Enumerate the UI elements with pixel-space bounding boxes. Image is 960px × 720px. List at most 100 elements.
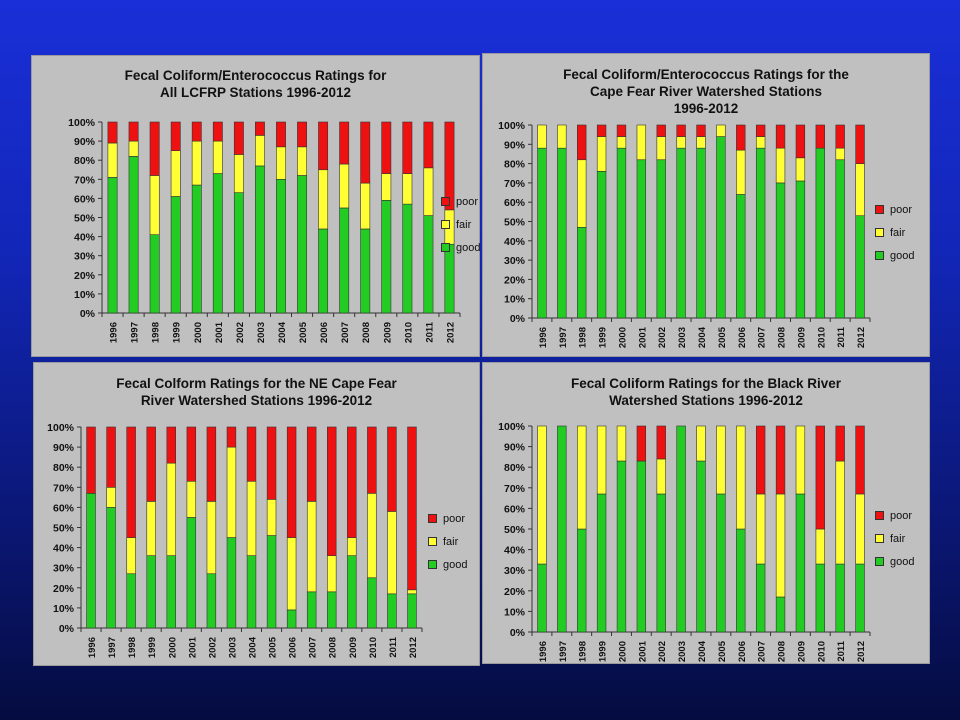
- bar-segment-good: [577, 528, 587, 633]
- x-tick-label: 2008: [777, 327, 788, 348]
- y-tick-label: 90%: [74, 136, 96, 148]
- bar-segment-poor: [367, 426, 377, 494]
- bar-segment-good: [347, 555, 357, 629]
- bar-segment-poor: [170, 121, 181, 151]
- bar-segment-good: [318, 228, 329, 314]
- legend-item-poor: poor: [441, 190, 480, 213]
- x-tick-label: 2010: [368, 637, 379, 658]
- bar-segment-fair: [795, 157, 806, 182]
- bar-segment-good: [835, 159, 845, 319]
- legend-label: fair: [456, 218, 472, 231]
- y-tick-label: 30%: [504, 565, 526, 577]
- legend-item-good: good: [875, 550, 914, 573]
- x-tick-label: 2001: [214, 321, 225, 343]
- stacked-bar-chart: 0% 10% 20% 30% 40% 50% 60% 70% 80% 90% 100% 1996 199…: [47, 422, 423, 658]
- bar-segment-poor: [149, 121, 160, 176]
- bar-segment-good: [755, 563, 766, 633]
- y-tick-label: 10%: [504, 606, 526, 618]
- bar-segment-fair: [276, 146, 286, 180]
- bar-segment-good: [656, 159, 666, 319]
- bar-segment-good: [696, 147, 706, 319]
- y-tick-label: 100%: [47, 422, 75, 434]
- legend-label: good: [443, 558, 468, 571]
- y-tick-label: 40%: [74, 232, 96, 244]
- bar-segment-fair: [855, 163, 865, 217]
- x-tick-label: 2001: [637, 326, 648, 348]
- bar-segment-fair: [616, 425, 627, 462]
- bar-segment-poor: [206, 426, 217, 502]
- bar-segment-poor: [407, 426, 417, 591]
- stacked-bar-chart: 0% 10% 20% 30% 40% 50% 60% 70% 80% 90% 100% 1996 199…: [498, 421, 871, 662]
- y-tick-label: 70%: [74, 174, 96, 186]
- x-tick-label: 1998: [151, 322, 162, 343]
- legend-item-fair: fair: [441, 213, 480, 236]
- y-tick-label: 90%: [504, 442, 526, 454]
- x-tick-label: 1996: [87, 637, 98, 658]
- bar-segment-fair: [255, 135, 265, 167]
- x-tick-label: 2004: [277, 321, 288, 343]
- bar-segment-good: [736, 528, 746, 633]
- bar-segment-fair: [226, 446, 237, 538]
- bar-segment-good: [166, 555, 176, 629]
- bar-segment-good: [775, 596, 786, 633]
- legend-label: fair: [890, 226, 906, 239]
- x-tick-label: 2011: [836, 640, 847, 661]
- y-tick-label: 20%: [504, 586, 526, 598]
- bar-segment-good: [696, 460, 706, 633]
- bar-segment-fair: [716, 124, 726, 137]
- y-tick-label: 20%: [74, 270, 96, 282]
- bar-segment-poor: [815, 124, 825, 149]
- x-tick-label: 1999: [147, 637, 158, 658]
- bar-segment-good: [636, 159, 647, 319]
- bar-segment-fair: [835, 460, 845, 565]
- legend-label: poor: [456, 195, 479, 208]
- bar-segment-fair: [126, 537, 136, 575]
- bar-segment-good: [387, 593, 397, 629]
- bar-segment-fair: [402, 173, 413, 205]
- x-tick-label: 2000: [617, 327, 628, 348]
- legend-label: fair: [443, 535, 459, 548]
- y-tick-label: 10%: [504, 294, 526, 306]
- bar-segment-poor: [795, 124, 806, 159]
- bar-segment-good: [636, 460, 647, 633]
- y-tick-label: 40%: [504, 236, 526, 248]
- x-tick-label: 2005: [717, 640, 728, 662]
- x-tick-label: 2011: [836, 326, 847, 347]
- bar-segment-good: [306, 591, 317, 629]
- x-tick-label: 2010: [403, 322, 414, 343]
- bar-segment-poor: [339, 121, 350, 165]
- y-tick-label: 80%: [504, 159, 526, 171]
- bar-segment-fair: [327, 555, 337, 593]
- bar-segment-good: [233, 192, 244, 314]
- y-tick-label: 20%: [53, 583, 75, 595]
- bar-segment-poor: [775, 425, 786, 495]
- bar-segment-poor: [815, 425, 825, 530]
- bar-segment-good: [596, 171, 607, 319]
- y-tick-label: 10%: [74, 289, 96, 301]
- legend-label: poor: [443, 512, 466, 525]
- bar-segment-good: [795, 493, 806, 633]
- legend-label: good: [890, 555, 915, 568]
- bar-segment-poor: [656, 124, 666, 137]
- x-tick-label: 2000: [617, 641, 628, 662]
- bar-segment-poor: [636, 425, 647, 462]
- x-tick-label: 2007: [340, 322, 351, 343]
- x-tick-label: 1997: [558, 327, 569, 348]
- x-tick-label: 1999: [172, 322, 183, 343]
- x-tick-label: 2002: [207, 637, 218, 658]
- bar-segment-poor: [775, 124, 786, 149]
- x-tick-label: 2008: [328, 637, 339, 658]
- legend-item-poor: poor: [428, 507, 467, 530]
- bar-segment-fair: [212, 140, 223, 174]
- bar-segment-fair: [266, 499, 277, 536]
- x-tick-label: 2010: [816, 641, 827, 662]
- bar-segment-poor: [86, 426, 96, 494]
- bar-segment-fair: [636, 124, 647, 161]
- bar-segment-poor: [327, 426, 337, 556]
- y-tick-label: 90%: [53, 442, 75, 454]
- x-tick-label: 2002: [235, 322, 246, 343]
- legend-label: poor: [890, 203, 913, 216]
- bar-segment-good: [246, 555, 257, 629]
- bar-segment-good: [191, 184, 202, 314]
- bar-segment-good: [835, 563, 845, 633]
